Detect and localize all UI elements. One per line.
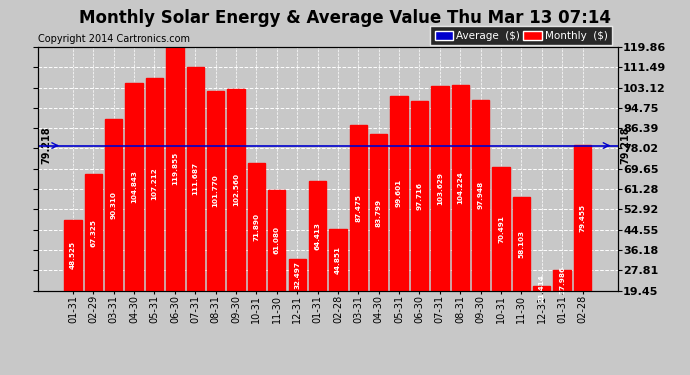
Bar	[493, 167, 510, 291]
Bar	[85, 174, 102, 291]
Bar	[391, 96, 408, 291]
Text: 104.224: 104.224	[457, 171, 463, 204]
Text: 83.799: 83.799	[376, 198, 382, 226]
Bar	[329, 229, 346, 291]
Text: Monthly Solar Energy & Average Value Thu Mar 13 07:14: Monthly Solar Energy & Average Value Thu…	[79, 9, 611, 27]
Legend: Average  ($), Monthly  ($): Average ($), Monthly ($)	[431, 27, 612, 45]
Bar	[533, 286, 551, 291]
Text: 64.413: 64.413	[315, 222, 321, 250]
Text: 102.560: 102.560	[233, 173, 239, 206]
Text: 67.325: 67.325	[90, 219, 97, 246]
Text: 119.855: 119.855	[172, 152, 178, 185]
Text: 21.414: 21.414	[539, 274, 545, 302]
Text: 58.103: 58.103	[518, 230, 524, 258]
Text: 79.455: 79.455	[580, 204, 586, 232]
Text: 87.475: 87.475	[355, 194, 362, 222]
Text: 71.890: 71.890	[253, 213, 259, 241]
Bar	[268, 190, 286, 291]
Bar	[513, 197, 530, 291]
Text: 27.986: 27.986	[559, 266, 565, 294]
Text: 103.629: 103.629	[437, 172, 443, 205]
Bar	[288, 259, 306, 291]
Text: 104.843: 104.843	[131, 171, 137, 203]
Bar	[105, 118, 122, 291]
Bar	[370, 134, 387, 291]
Bar	[126, 83, 143, 291]
Bar	[186, 67, 204, 291]
Text: 107.212: 107.212	[152, 168, 157, 201]
Bar	[472, 100, 489, 291]
Bar	[166, 47, 184, 291]
Text: 79.218: 79.218	[41, 127, 52, 164]
Bar	[146, 78, 163, 291]
Text: 101.770: 101.770	[213, 174, 219, 207]
Bar	[553, 270, 571, 291]
Text: 99.601: 99.601	[396, 179, 402, 207]
Bar	[228, 89, 245, 291]
Text: 32.497: 32.497	[294, 261, 300, 289]
Bar	[574, 145, 591, 291]
Text: 97.948: 97.948	[477, 181, 484, 209]
Text: 44.851: 44.851	[335, 246, 341, 274]
Bar	[411, 100, 428, 291]
Text: 90.310: 90.310	[110, 190, 117, 219]
Bar	[207, 91, 224, 291]
Text: 48.525: 48.525	[70, 241, 76, 269]
Bar	[309, 182, 326, 291]
Text: 61.080: 61.080	[274, 226, 279, 254]
Text: 70.491: 70.491	[498, 215, 504, 243]
Bar	[451, 85, 469, 291]
Text: 79.218: 79.218	[620, 127, 631, 164]
Bar	[431, 86, 448, 291]
Bar	[350, 126, 367, 291]
Text: Copyright 2014 Cartronics.com: Copyright 2014 Cartronics.com	[38, 34, 190, 45]
Bar	[64, 220, 81, 291]
Text: 111.687: 111.687	[193, 162, 198, 195]
Bar	[248, 164, 265, 291]
Text: 97.716: 97.716	[417, 182, 422, 210]
